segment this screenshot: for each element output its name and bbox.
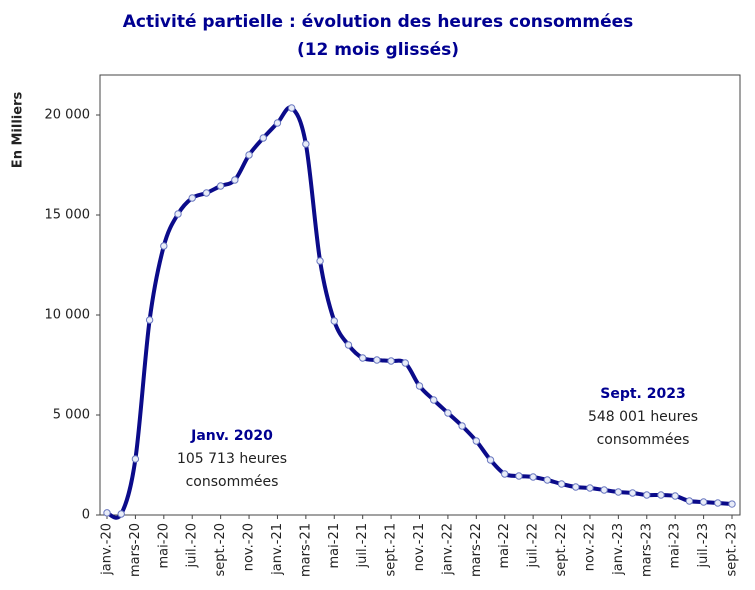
data-point xyxy=(287,104,296,112)
x-tick-label: sept.-20 xyxy=(213,523,228,577)
data-point xyxy=(728,500,736,508)
x-tick-label: juil.-20 xyxy=(185,523,200,568)
chart-subtitle: (12 mois glissés) xyxy=(297,40,459,60)
x-tick-label: juil.-21 xyxy=(355,523,370,568)
data-point xyxy=(145,316,154,324)
data-point xyxy=(657,491,665,499)
x-tick-label: nov.-21 xyxy=(412,523,427,571)
annotation-title: Janv. 2020 xyxy=(190,428,273,444)
annotation-text: consommées xyxy=(597,432,690,448)
data-point xyxy=(444,409,452,417)
data-point xyxy=(245,151,253,159)
data-point xyxy=(188,194,196,202)
data-point xyxy=(231,176,239,184)
annotation-text: 548 001 heures xyxy=(588,409,698,425)
y-axis-title: En Milliers xyxy=(11,92,26,169)
plot-frame xyxy=(99,74,741,516)
data-point xyxy=(330,317,338,325)
x-tick-label: janv.-21 xyxy=(270,523,285,576)
data-point xyxy=(103,509,111,517)
x-tick-label: mai-20 xyxy=(156,523,171,568)
data-point xyxy=(699,498,708,506)
data-point xyxy=(302,140,310,148)
x-tick-label: mars-22 xyxy=(469,523,484,577)
y-tick-label: 5 000 xyxy=(53,408,90,423)
data-point xyxy=(373,356,381,364)
x-tick-label: mars-21 xyxy=(298,523,313,577)
data-point xyxy=(387,357,395,365)
data-point xyxy=(515,472,523,480)
data-point xyxy=(529,473,537,481)
y-tick-label: 15 000 xyxy=(45,208,91,223)
data-point xyxy=(685,497,694,505)
data-point xyxy=(174,210,182,218)
data-point xyxy=(643,491,651,499)
data-point xyxy=(458,422,466,430)
x-tick-label: nov.-20 xyxy=(242,523,257,571)
data-point xyxy=(557,480,566,488)
data-point xyxy=(131,455,140,463)
data-point xyxy=(202,189,211,197)
data-point xyxy=(259,134,267,142)
x-tick-label: sept.-21 xyxy=(384,523,399,577)
x-tick-label: nov.-22 xyxy=(582,523,597,571)
x-tick-label: mars-23 xyxy=(639,523,654,577)
annotation-text: 105 713 heures xyxy=(177,451,287,467)
x-tick-label: mai-22 xyxy=(497,523,512,568)
x-tick-label: janv.-22 xyxy=(440,523,455,576)
x-tick-label: juil.-23 xyxy=(696,523,711,568)
x-tick-label: janv.-23 xyxy=(611,523,626,576)
data-point xyxy=(415,382,424,390)
data-point xyxy=(572,483,580,491)
x-tick-label: sept.-23 xyxy=(725,523,740,577)
x-tick-label: mai-23 xyxy=(668,523,683,568)
data-point xyxy=(358,354,367,362)
y-tick-label: 20 000 xyxy=(45,108,91,123)
x-tick-label: sept.-22 xyxy=(554,523,569,577)
data-point xyxy=(586,484,594,492)
x-tick-label: mars-20 xyxy=(128,523,143,577)
data-point xyxy=(316,257,324,265)
data-point xyxy=(472,437,481,445)
annotation-text: consommées xyxy=(186,474,279,490)
data-point xyxy=(714,499,722,507)
data-point xyxy=(543,476,552,484)
data-point xyxy=(486,456,495,464)
data-point xyxy=(160,242,168,250)
data-point xyxy=(117,510,125,518)
data-point xyxy=(501,470,509,478)
data-point xyxy=(344,341,353,349)
x-tick-label: janv.-20 xyxy=(100,523,115,576)
x-tick-label: juil.-22 xyxy=(526,523,541,568)
x-tick-label: mai-21 xyxy=(327,523,342,568)
chart-title: Activité partielle : évolution des heure… xyxy=(123,12,634,32)
data-point xyxy=(430,396,438,404)
data-point xyxy=(216,182,225,190)
annotation-title: Sept. 2023 xyxy=(600,386,685,402)
data-point xyxy=(614,488,623,496)
data-point xyxy=(401,359,409,367)
data-point xyxy=(628,489,637,497)
data-point xyxy=(600,486,608,494)
y-tick-label: 10 000 xyxy=(45,308,91,323)
data-point xyxy=(671,492,679,500)
data-point xyxy=(273,119,282,127)
y-tick-label: 0 xyxy=(82,508,90,523)
